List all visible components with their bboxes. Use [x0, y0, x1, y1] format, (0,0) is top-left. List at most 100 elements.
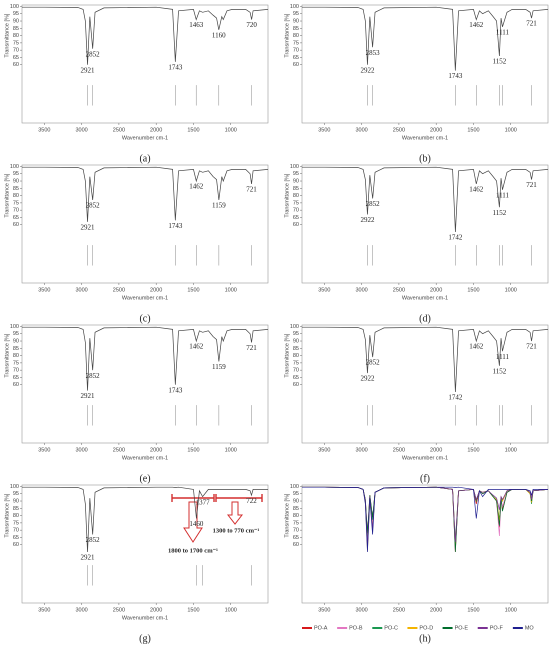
x-tick-label: 2500	[113, 447, 125, 453]
y-tick-label: 75	[13, 520, 19, 526]
peak-label: 1111	[496, 191, 510, 199]
x-tick-label: 3000	[356, 607, 368, 613]
panel-label: (c)	[139, 313, 150, 324]
x-tick-label: 1500	[187, 607, 199, 613]
y-axis-label: Transmittance [%]	[4, 13, 10, 58]
y-tick-label: 95	[13, 491, 19, 497]
peak-label: 1159	[212, 363, 226, 371]
y-tick-label: 80	[13, 33, 19, 39]
peak-label: 2852	[86, 372, 101, 380]
y-tick-label: 85	[293, 186, 299, 192]
y-tick-label: 95	[13, 171, 19, 177]
spectrum-line	[302, 486, 549, 553]
plot-frame	[21, 484, 269, 604]
peak-label: 2921	[81, 554, 96, 562]
peak-label: 2852	[86, 202, 101, 210]
y-tick-label: 70	[293, 368, 299, 374]
x-tick-label: 3500	[38, 447, 50, 453]
y-tick-label: 60	[293, 62, 299, 68]
x-tick-label: 3000	[356, 447, 368, 453]
y-tick-label: 70	[13, 528, 19, 534]
y-tick-label: 95	[293, 11, 299, 17]
x-tick-label: 2500	[393, 447, 405, 453]
y-tick-label: 95	[293, 331, 299, 337]
y-tick-label: 100	[10, 484, 19, 490]
x-tick-label: 2500	[113, 127, 125, 133]
spectrum-line	[302, 486, 549, 553]
y-tick-label: 90	[293, 338, 299, 344]
panel-label: (g)	[139, 633, 151, 644]
y-tick-label: 75	[293, 360, 299, 366]
spectrum-line	[302, 166, 549, 233]
y-tick-label: 95	[13, 11, 19, 17]
plot-frame	[301, 324, 549, 444]
x-tick-label: 2500	[393, 127, 405, 133]
y-axis-label: Transmittance [%]	[4, 173, 10, 218]
peak-label: 722	[246, 497, 257, 505]
spectrum-line	[302, 486, 549, 551]
panel-label: (h)	[419, 633, 431, 644]
y-tick-label: 75	[293, 520, 299, 526]
spectrum-line	[302, 486, 549, 545]
peak-label: 2922	[360, 66, 375, 74]
y-tick-label: 70	[13, 208, 19, 214]
peak-label: 721	[246, 344, 257, 352]
y-tick-label: 90	[13, 178, 19, 184]
peak-label: 2853	[366, 49, 381, 57]
plot-frame	[301, 4, 549, 124]
y-tick-label: 80	[13, 353, 19, 359]
peak-label: 1152	[493, 209, 507, 217]
peak-label: 721	[526, 343, 537, 351]
spectrum-line	[22, 486, 268, 553]
y-tick-label: 90	[293, 498, 299, 504]
y-tick-label: 85	[293, 506, 299, 512]
peak-label: 1462	[469, 186, 484, 194]
x-tick-label: 2000	[430, 447, 442, 453]
y-tick-label: 100	[10, 324, 19, 330]
peak-label: 1742	[448, 394, 463, 402]
panel-label: (e)	[139, 473, 150, 484]
y-tick-label: 70	[13, 368, 19, 374]
y-tick-label: 70	[293, 208, 299, 214]
y-tick-label: 85	[293, 26, 299, 32]
y-tick-label: 60	[13, 542, 19, 548]
y-tick-label: 100	[290, 4, 299, 10]
x-tick-label: 1500	[467, 287, 479, 293]
y-tick-label: 65	[13, 215, 19, 221]
legend-label: PO-A	[314, 625, 328, 631]
y-tick-label: 60	[293, 542, 299, 548]
peak-label: 2852	[86, 536, 101, 544]
y-axis-label: Transmittance [%]	[284, 493, 290, 538]
legend-label: PO-B	[349, 625, 363, 631]
x-tick-label: 1000	[225, 287, 237, 293]
x-tick-label: 2500	[393, 607, 405, 613]
x-tick-label: 1500	[467, 127, 479, 133]
y-tick-label: 80	[293, 353, 299, 359]
legend-label: PO-F	[490, 625, 504, 631]
y-axis-label: Transmittance [%]	[284, 333, 290, 378]
peak-label: 720	[246, 21, 257, 29]
plot-frame	[21, 164, 269, 284]
y-tick-label: 70	[293, 48, 299, 54]
y-tick-label: 100	[10, 4, 19, 10]
x-tick-label: 3000	[76, 287, 88, 293]
y-tick-label: 65	[293, 535, 299, 541]
y-tick-label: 75	[13, 40, 19, 46]
y-tick-label: 85	[13, 506, 19, 512]
y-tick-label: 80	[293, 513, 299, 519]
x-tick-label: 1500	[467, 447, 479, 453]
peak-label: 1462	[189, 183, 204, 191]
legend-label: PO-E	[455, 625, 469, 631]
plot-frame	[21, 324, 269, 444]
y-axis-label: Transmittance [%]	[284, 173, 290, 218]
peak-label: 2921	[81, 66, 96, 74]
peak-label: 1462	[189, 343, 204, 351]
y-axis-label: Transmittance [%]	[4, 333, 10, 378]
peak-label: 1743	[168, 63, 183, 71]
y-tick-label: 75	[13, 360, 19, 366]
region-annotation: 1800 to 1700 cm⁻¹	[168, 547, 218, 554]
x-tick-label: 2000	[430, 607, 442, 613]
y-tick-label: 65	[13, 535, 19, 541]
x-tick-label: 3500	[38, 287, 50, 293]
